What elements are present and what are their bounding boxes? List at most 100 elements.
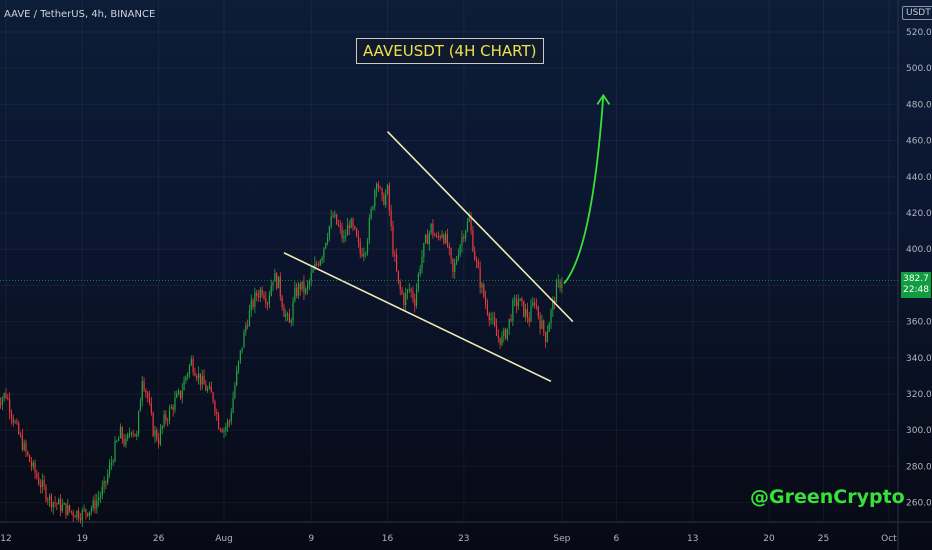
candle-body [199, 373, 201, 385]
candle-body [78, 510, 80, 519]
candle-body [339, 225, 341, 228]
candle-body [561, 283, 563, 289]
candle-body [3, 393, 5, 399]
candle-body [114, 441, 116, 462]
candle-body [383, 195, 385, 205]
trendline[interactable] [283, 252, 552, 383]
candle-body [443, 234, 445, 243]
candle-body [332, 216, 334, 218]
candle-body [317, 264, 320, 266]
candle-body [1, 398, 3, 405]
candle-body [316, 263, 318, 265]
candle-body [30, 461, 33, 467]
time-tick-label: Aug [215, 534, 233, 544]
candle-body [348, 225, 350, 228]
time-tick-label: 23 [458, 534, 469, 544]
candle-body [134, 433, 136, 437]
candle-body [350, 219, 352, 228]
candle-body [399, 281, 401, 290]
chart-title: AAVEUSDT (4H CHART) [356, 38, 544, 64]
candle-body [268, 295, 271, 304]
time-tick-label: Sep [553, 534, 570, 544]
candle-body [401, 289, 403, 295]
candle-body [381, 188, 383, 196]
candle-body [45, 486, 47, 500]
candle-body [421, 256, 423, 269]
trendline[interactable] [386, 130, 574, 323]
candle-body [532, 302, 534, 306]
candle-body [221, 429, 223, 433]
candle-body [301, 281, 303, 290]
candle-body [228, 421, 231, 423]
candle-body [185, 376, 187, 381]
candle-body [385, 193, 387, 205]
currency-unit-button[interactable]: USDT [902, 6, 932, 20]
candle-body [470, 218, 472, 231]
time-tick-label: 9 [308, 534, 314, 544]
candle-body [116, 440, 118, 442]
candle-body [61, 504, 63, 512]
price-tick-label: 420.0 [906, 209, 932, 219]
candle-body [16, 421, 18, 424]
price-tick-label: 460.0 [906, 137, 932, 147]
candle-body [145, 389, 147, 393]
candle-body [79, 518, 82, 521]
candle-body [230, 412, 232, 422]
candle-body [96, 500, 98, 509]
candle-body [87, 513, 89, 516]
candle-body [207, 388, 209, 391]
price-tick-label: 320.0 [906, 390, 932, 400]
candle-body [54, 502, 56, 504]
candle-body [494, 317, 496, 326]
candle-body [212, 392, 214, 402]
candle-body [167, 420, 169, 422]
candle-body [550, 309, 552, 324]
candle-body [290, 320, 292, 323]
candle-body [232, 397, 234, 413]
candle-body [250, 300, 252, 311]
candle-body [130, 432, 132, 434]
candle-body [225, 426, 227, 430]
candle-body [376, 183, 378, 191]
candle-body [177, 390, 180, 394]
candle-body [485, 296, 487, 305]
candle-body [259, 289, 261, 298]
candle-body [188, 365, 191, 374]
candle-body [118, 438, 120, 441]
candle-body [183, 380, 185, 391]
candle-body [205, 384, 207, 391]
candle-body [394, 255, 396, 257]
candle-body [363, 253, 365, 257]
candle-body [58, 499, 60, 505]
candle-body [524, 309, 527, 317]
candle-body [192, 359, 194, 373]
candle-body [395, 255, 398, 271]
candle-body [190, 359, 192, 366]
candle-body [52, 502, 54, 508]
candle-body [526, 309, 528, 318]
candle-body [441, 234, 443, 238]
candle-body [108, 464, 111, 475]
breakout-arrow[interactable] [563, 95, 605, 285]
candle-body [70, 510, 72, 512]
candle-body [479, 267, 481, 288]
candle-body [257, 295, 260, 298]
candle-body [10, 412, 13, 418]
candle-body [56, 503, 58, 505]
candle-body [292, 300, 294, 321]
candle-countdown: 22:48 [903, 285, 929, 295]
candle-body [319, 260, 321, 266]
candle-body [377, 183, 380, 188]
candle-body [43, 480, 45, 487]
candle-body [448, 245, 450, 249]
candle-body [223, 429, 225, 433]
candle-body [336, 214, 338, 225]
candle-body [415, 289, 418, 306]
candle-body [196, 375, 198, 379]
candle-body [156, 429, 158, 440]
candle-body [528, 317, 530, 322]
candle-body [450, 248, 452, 259]
candle-body [306, 284, 309, 289]
